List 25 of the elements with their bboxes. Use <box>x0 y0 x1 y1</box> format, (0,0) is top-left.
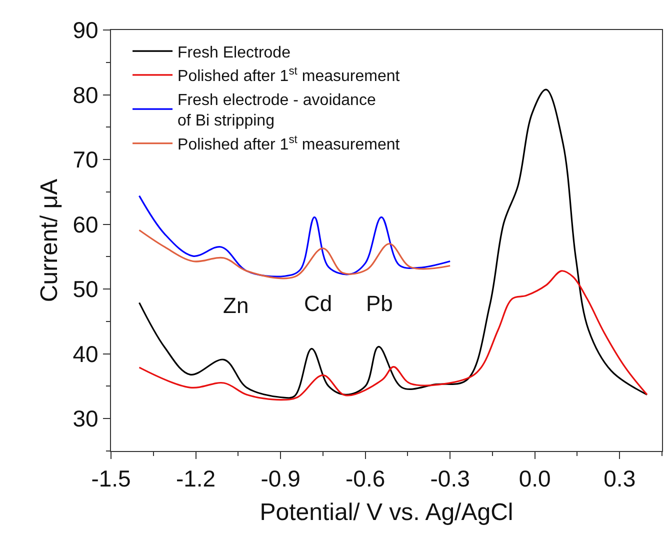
x-tick-label: -0.6 <box>345 466 386 492</box>
y-tick-label: 30 <box>72 406 98 432</box>
line-series <box>138 270 648 401</box>
x-tick-label: 0.3 <box>604 466 636 492</box>
y-tick-label: 40 <box>72 340 98 367</box>
x-axis-title: Potential/ V vs. Ag/AgCl <box>260 499 514 526</box>
y-tick-label: 80 <box>72 82 98 108</box>
y-axis-title: Current/ μA <box>36 178 63 302</box>
y-tick-label: 70 <box>72 146 98 173</box>
line-series <box>138 88 648 399</box>
line-series <box>138 195 451 278</box>
legend-label: Polished after 1$^{st}$ measurement <box>178 65 400 86</box>
x-tick-label: -1.2 <box>176 466 216 492</box>
annotation: Pb <box>366 291 393 316</box>
annotation: Zn <box>223 293 249 318</box>
y-tick-label: 90 <box>72 17 98 44</box>
annotation: Cd <box>304 291 332 316</box>
y-tick-label: 50 <box>72 276 98 302</box>
x-tick-label: -0.9 <box>260 466 300 492</box>
x-tick-label: -1.5 <box>91 466 131 492</box>
x-tick-label: 0.0 <box>518 466 551 492</box>
y-tick-label: 60 <box>72 211 98 238</box>
legend-label: Fresh Electrode <box>178 44 291 62</box>
x-tick-label: -0.3 <box>430 466 470 492</box>
legend-label: Polished after 1$^{st}$ measurement <box>178 134 400 154</box>
